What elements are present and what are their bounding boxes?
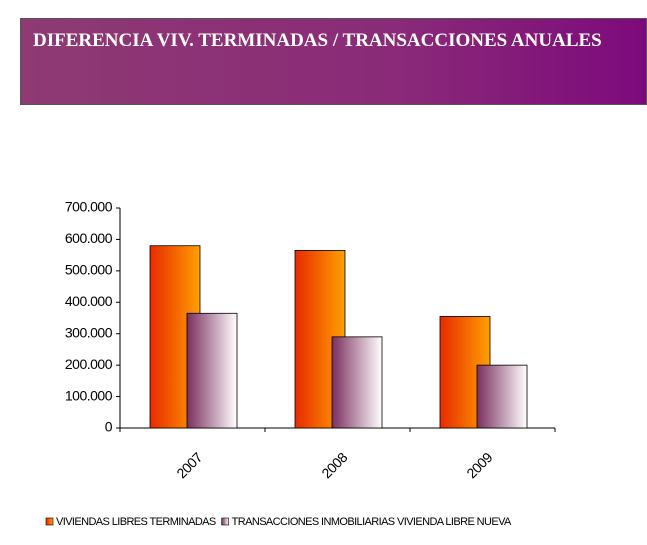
legend-label: TRANSACCIONES INMOBILIARIAS VIVIENDA LIB… [232, 516, 512, 528]
bar [476, 364, 528, 429]
y-tick-label: 0 [105, 419, 113, 435]
y-tick-label: 200.000 [65, 356, 113, 372]
x-tick-label: 2008 [318, 449, 350, 481]
y-tick-label: 100.000 [65, 387, 113, 403]
y-tick-label: 700.000 [65, 199, 113, 215]
y-tick-label: 600.000 [65, 230, 113, 246]
bar [331, 336, 383, 429]
legend-label: VIVIENDAS LIBRES TERMINADAS [56, 516, 216, 528]
x-tick-label: 2009 [463, 449, 495, 481]
x-tick-label: 2007 [173, 449, 205, 481]
legend-swatch [45, 517, 54, 526]
chart-title: DIFERENCIA VIV. TERMINADAS / TRANSACCION… [20, 18, 647, 105]
y-tick-label: 500.000 [65, 262, 113, 278]
y-tick-label: 400.000 [65, 293, 113, 309]
y-tick-label: 300.000 [65, 324, 113, 340]
legend-swatch [221, 517, 229, 526]
bar [186, 312, 238, 429]
